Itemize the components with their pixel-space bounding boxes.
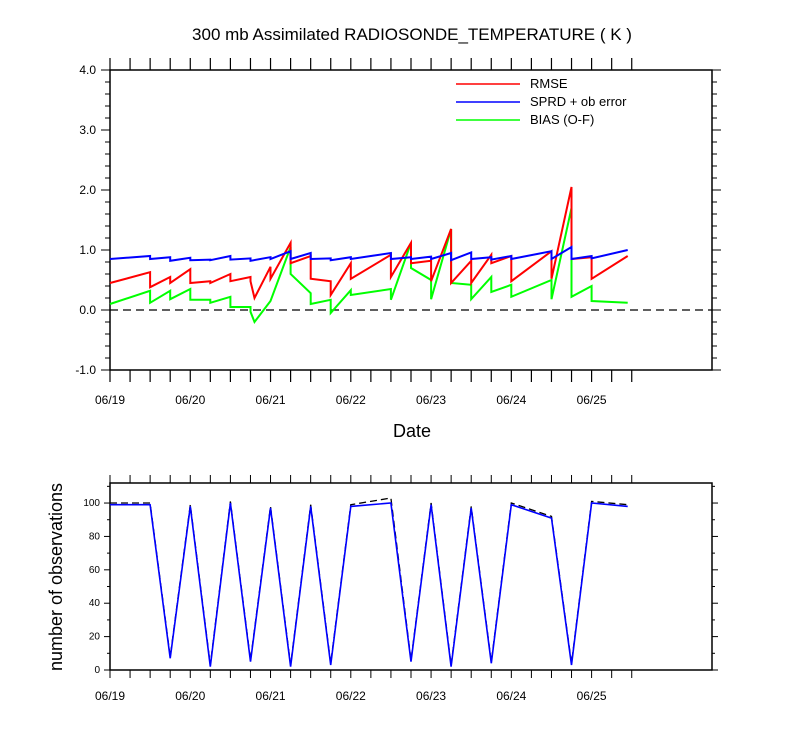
- y-tick-label: 2.0: [79, 183, 96, 197]
- legend-label-rmse: RMSE: [530, 76, 568, 91]
- y-tick-label: 1.0: [79, 243, 96, 257]
- legend: RMSE SPRD + ob error BIAS (O-F): [456, 76, 627, 127]
- bottom-x-tick-label: 06/20: [175, 689, 205, 703]
- bottom-y-tick-label: 80: [89, 531, 101, 542]
- bottom-axes: 0 20 40 60 80 100 06/19 06/20 06/21 06/22 06/23 06/…: [83, 475, 718, 703]
- x-axis-title: Date: [393, 421, 431, 441]
- bottom-plot-frame: [109, 482, 713, 671]
- bottom-y-tick-label: 20: [89, 632, 101, 643]
- y-tick-label: -1.0: [75, 363, 96, 377]
- top-plot-frame: [109, 69, 713, 371]
- x-tick-label: 06/21: [256, 393, 286, 407]
- x-tick-label: 06/22: [336, 393, 366, 407]
- bottom-x-tick-label: 06/23: [416, 689, 446, 703]
- legend-label-bias: BIAS (O-F): [530, 112, 594, 127]
- chart-title: 300 mb Assimilated RADIOSONDE_TEMPERATUR…: [192, 25, 632, 44]
- bottom-y-axis-title: number of observations: [46, 483, 66, 671]
- x-tick-label: 06/23: [416, 393, 446, 407]
- bottom-x-tick-label: 06/19: [95, 689, 125, 703]
- bottom-y-tick-label: 40: [89, 598, 101, 609]
- bottom-series-line-used: [110, 502, 628, 667]
- bottom-series-group: [110, 497, 628, 667]
- top-series-group: [109, 186, 629, 325]
- x-tick-label: 06/20: [175, 393, 205, 407]
- y-tick-label: 4.0: [79, 63, 96, 77]
- x-tick-label: 06/24: [496, 393, 526, 407]
- series-line-sprd-ob-error: [109, 245, 628, 262]
- bottom-x-tick-label: 06/25: [577, 689, 607, 703]
- bottom-y-tick-label: 0: [94, 665, 100, 676]
- bottom-x-tick-label: 06/24: [496, 689, 526, 703]
- bottom-x-tick-label: 06/22: [336, 689, 366, 703]
- x-tick-label: 06/25: [577, 393, 607, 407]
- top-axes: -1.0 0.0 1.0 2.0 3.0 4.0 06/19 06/20 06/21 06/22 0…: [75, 58, 721, 407]
- bottom-x-tick-label: 06/21: [256, 689, 286, 703]
- legend-label-sprd: SPRD + ob error: [530, 94, 627, 109]
- series-line-bias-o-f: [109, 207, 628, 325]
- x-tick-label: 06/19: [95, 393, 125, 407]
- bottom-y-tick-label: 60: [89, 565, 101, 576]
- bottom-y-tick-label: 100: [83, 498, 100, 509]
- y-tick-label: 0.0: [79, 303, 96, 317]
- y-tick-label: 3.0: [79, 123, 96, 137]
- series-line-rmse: [109, 186, 629, 301]
